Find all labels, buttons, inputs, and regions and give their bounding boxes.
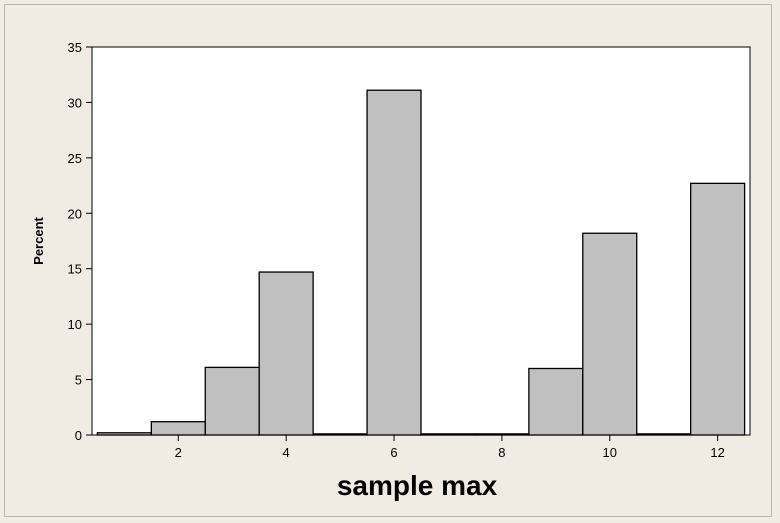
histogram-bar-11 <box>636 433 692 436</box>
x-tick-label: 10 <box>603 445 617 460</box>
y-tick-label: 25 <box>68 151 82 166</box>
histogram-chart: 0 5 10 15 20 25 30 35 2 4 6 8 10 12 Percent sample m… <box>31 40 751 501</box>
histogram-bar-6 <box>366 89 422 436</box>
y-axis-title: Percent <box>31 216 46 264</box>
chart-frame: 0 5 10 15 20 25 30 35 2 4 6 8 10 12 Percent sample m… <box>4 4 772 517</box>
histogram-bar-4 <box>258 271 314 436</box>
histogram-bar-3 <box>204 366 260 436</box>
histogram-bar-5 <box>312 433 368 436</box>
x-tick-label: 8 <box>498 445 505 460</box>
histogram-bar-1 <box>96 432 152 436</box>
x-tick-label: 12 <box>710 445 724 460</box>
y-tick-label: 10 <box>68 317 82 332</box>
x-axis-title: sample max <box>337 470 498 501</box>
histogram-bar-2 <box>150 421 206 436</box>
y-tick-label: 0 <box>75 428 82 443</box>
histogram-bar-10 <box>582 232 638 436</box>
x-tick-label: 6 <box>390 445 397 460</box>
x-tick-label: 4 <box>283 445 290 460</box>
y-axis: 0 5 10 15 20 25 30 35 <box>68 40 92 443</box>
y-tick-label: 5 <box>75 373 82 388</box>
y-tick-label: 15 <box>68 262 82 277</box>
y-tick-label: 35 <box>68 40 82 55</box>
histogram-bar-9 <box>528 367 584 436</box>
y-tick-label: 30 <box>68 95 82 110</box>
histogram-bar-12 <box>690 182 746 436</box>
x-axis: 2 4 6 8 10 12 <box>175 435 725 460</box>
histogram-bar-7 <box>420 433 476 436</box>
bars-group <box>96 89 746 436</box>
y-tick-label: 20 <box>68 206 82 221</box>
x-tick-label: 2 <box>175 445 182 460</box>
histogram-bar-8 <box>474 433 530 436</box>
